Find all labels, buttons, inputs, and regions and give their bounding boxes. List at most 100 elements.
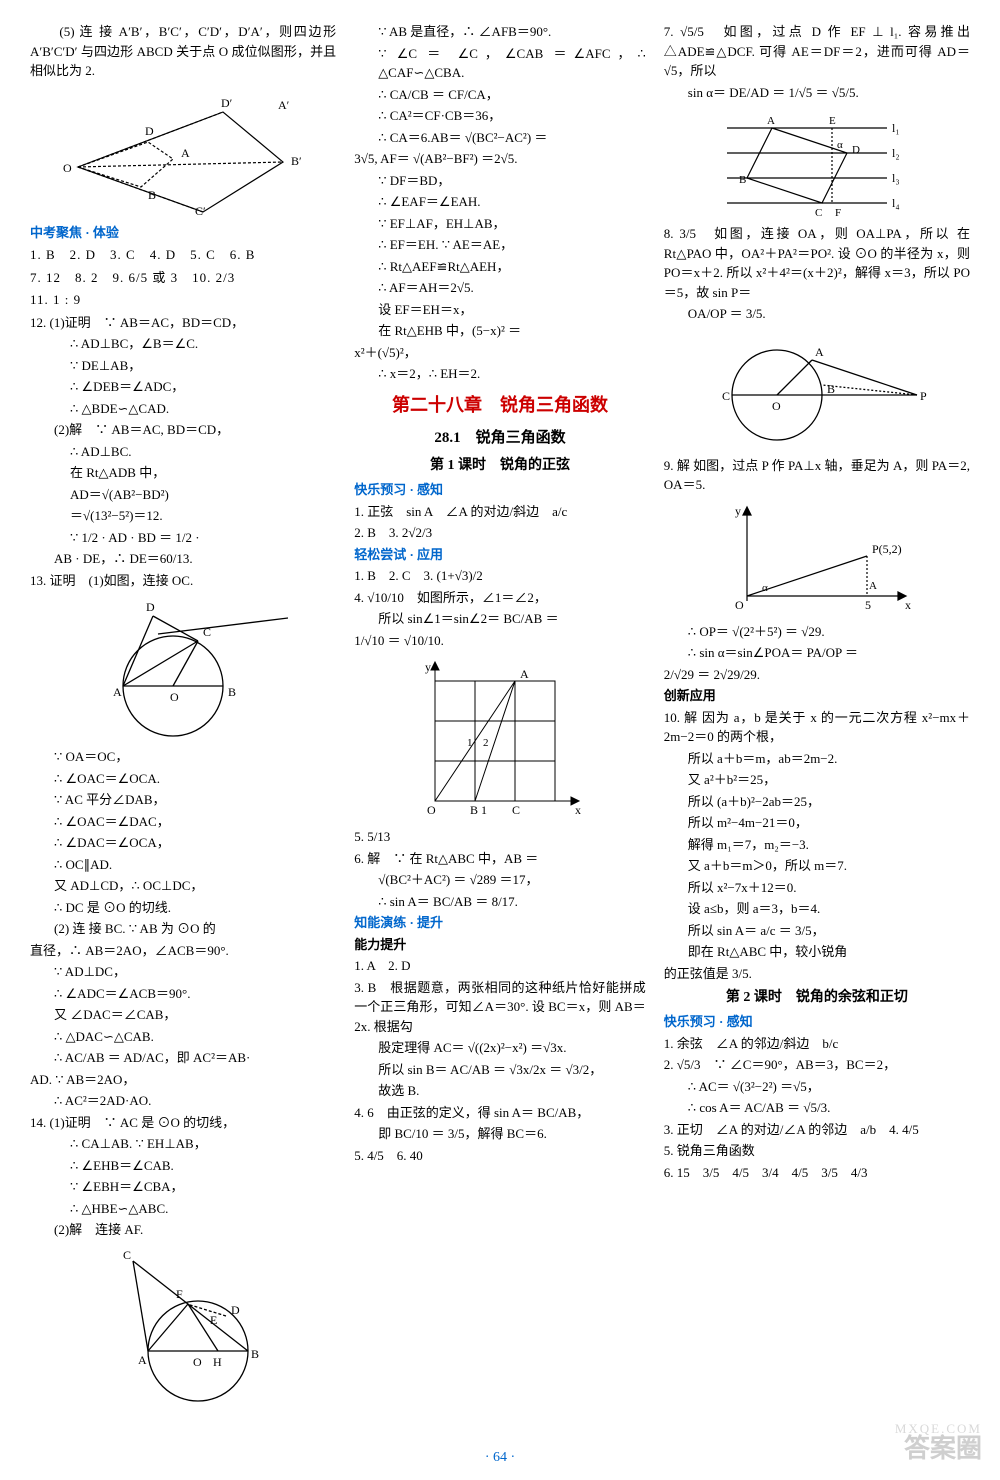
svg-text:O: O	[427, 803, 436, 817]
section-title: 知能演练 · 提升	[354, 913, 646, 933]
text: ∴ ∠OAC＝∠OCA.	[30, 769, 336, 789]
svg-text:B: B	[251, 1347, 259, 1361]
text: ∵ AD⊥DC，	[30, 962, 336, 982]
diagram-parallel-lines: l₁ l₂ l₃ l₄ A E D B C F α	[717, 108, 917, 218]
svg-text:D: D	[146, 600, 155, 614]
section-title: 轻松尝试 · 应用	[354, 545, 646, 565]
text: ∴ ∠EAF＝∠EAH.	[354, 192, 646, 212]
column-1: (5) 连 接 A′B′，B′C′，C′D′，D′A′，则四边形 A′B′C′D…	[30, 20, 336, 1430]
svg-text:5: 5	[865, 598, 871, 612]
text: √(BC²＋AC²) ＝ √289 ＝17，	[354, 870, 646, 890]
svg-text:O: O	[170, 690, 179, 704]
answers: 1. B 2. D 3. C 4. D 5. C 6. B	[30, 245, 336, 265]
text: 所以 a＋b＝m，ab＝2m−2.	[664, 749, 970, 769]
svg-text:E: E	[829, 115, 836, 127]
text: 4. 6 由正弦的定义，得 sin A＝ BC/AB，	[354, 1103, 646, 1123]
text: ∴ ∠ADC＝∠ACB＝90°.	[30, 984, 336, 1004]
svg-text:A′: A′	[278, 98, 290, 112]
subsection-title: 创新应用	[664, 686, 970, 706]
text: ∴ ∠DAC＝∠OCA，	[30, 833, 336, 853]
svg-text:α: α	[837, 139, 843, 151]
svg-text:l₄: l₄	[892, 196, 900, 210]
svg-text:D: D	[145, 124, 154, 138]
text: ∴ OC∥AD.	[30, 855, 336, 875]
svg-text:A: A	[767, 115, 775, 127]
text: ∴ CA⊥AB. ∵ EH⊥AB，	[30, 1134, 336, 1154]
text: ∴ △BDE∽△CAD.	[30, 399, 336, 419]
diagram-quadrilateral: O D A B C′ D′ B′ A′	[53, 87, 313, 217]
svg-text:C: C	[722, 389, 730, 403]
svg-text:P(5,2): P(5,2)	[872, 542, 902, 556]
column-2: ∵ AB 是直径，∴ ∠AFB＝90°. ∵ ∠C ＝ ∠C，∠CAB ＝∠AF…	[354, 20, 646, 1430]
diagram-coordinate: O x y P(5,2) 5 A α	[717, 501, 917, 616]
text: 1. B 2. C 3. (1+√3)/2	[354, 566, 646, 586]
text: ∴ ∠DEB＝∠ADC，	[30, 377, 336, 397]
column-3: 7. √5/5 如图，过点 D 作 EF ⊥ l₁. 容易推出 △ADE≌△DC…	[664, 20, 970, 1430]
text: 3. B 根据题意，两张相同的这种纸片恰好能拼成一个正三角形，可知∠A＝30°.…	[354, 978, 646, 1037]
text: 5. 4/5 6. 40	[354, 1146, 646, 1166]
text: 故选 B.	[354, 1081, 646, 1101]
text: 12. (1)证明 ∵ AB＝AC，BD＝CD，	[30, 313, 336, 333]
svg-text:O: O	[193, 1355, 202, 1369]
text: (2)解 ∵ AB＝AC, BD＝CD，	[30, 420, 336, 440]
diagram-circle-tangent: C O A B P	[702, 330, 932, 450]
svg-text:A: A	[869, 580, 877, 592]
diagram-circle-1: A B O C D	[78, 596, 288, 741]
text: (2)解 连接 AF.	[30, 1220, 336, 1240]
text: 在 Rt△EHB 中，(5−x)² ＝	[354, 321, 646, 341]
text: 1/√10 ＝ √10/10.	[354, 631, 646, 651]
text: 8. 3/5 如图，连接 OA，则 OA⊥PA，所以 在 Rt△PAO 中，OA…	[664, 224, 970, 302]
answers: 11. 1 : 9	[30, 290, 336, 310]
page-number: · 64 ·	[0, 1447, 1000, 1468]
text: 1. 正弦 sin A ∠A 的对边/斜边 a/c	[354, 502, 646, 522]
text: ∴ EF＝EH. ∵ AE＝AE，	[354, 235, 646, 255]
text: ∵ ∠C ＝ ∠C，∠CAB ＝∠AFC，∴ △CAF∽△CBA.	[354, 44, 646, 83]
text: AD. ∵ AB＝2AO，	[30, 1070, 336, 1090]
svg-text:D: D	[231, 1303, 240, 1317]
text: ∴ AD⊥BC，∠B＝∠C.	[30, 334, 336, 354]
text: ＝√(13²−5²)＝12.	[30, 506, 336, 526]
svg-text:1: 1	[467, 737, 473, 749]
svg-text:α: α	[762, 582, 768, 594]
svg-text:y: y	[425, 660, 431, 674]
text: 5. 锐角三角函数	[664, 1141, 970, 1161]
text: 10. 解 因为 a，b 是关于 x 的一元二次方程 x²−mx＋2m−2＝0 …	[664, 708, 970, 747]
text: 所以 sin B＝ AC/AB ＝ √3x/2x ＝ √3/2，	[354, 1060, 646, 1080]
text: 6. 解 ∵ 在 Rt△ABC 中，AB ＝	[354, 849, 646, 869]
svg-text:O: O	[63, 161, 72, 175]
text: 所以 (a＋b)²−2ab＝25，	[664, 792, 970, 812]
text: ∴ AC/AB ＝ AD/AC，即 AC²＝AB·	[30, 1048, 336, 1068]
svg-text:B: B	[228, 685, 236, 699]
text: 又 a＋b＝m＞0，所以 m＝7.	[664, 856, 970, 876]
text: ∴ CA²＝CF·CB＝36，	[354, 106, 646, 126]
text: 又 a²＋b²＝25，	[664, 770, 970, 790]
chapter-title: 第二十八章 锐角三角函数	[354, 392, 646, 419]
svg-text:2: 2	[483, 737, 489, 749]
text: 9. 解 如图，过点 P 作 PA⊥x 轴，垂足为 A，则 PA＝2, OA＝5…	[664, 456, 970, 495]
svg-text:F: F	[835, 207, 841, 218]
text: OA/OP ＝ 3/5.	[664, 304, 970, 324]
svg-text:A: A	[815, 345, 824, 359]
text: ∴ ∠EHB＝∠CAB.	[30, 1156, 336, 1176]
text: ∴ AC²＝2AD·AO.	[30, 1091, 336, 1111]
text: ∴ △HBE∽△ABC.	[30, 1199, 336, 1219]
text: ∴ ∠OAC＝∠DAC，	[30, 812, 336, 832]
text: 所以 sin A＝ a/c ＝ 3/5，	[664, 921, 970, 941]
text: ∴ x＝2，∴ EH＝2.	[354, 364, 646, 384]
section-number: 28.1 锐角三角函数	[354, 427, 646, 450]
text: 3√5, AF＝ √(AB²−BF²) ＝2√5.	[354, 149, 646, 169]
text: 5. 5/13	[354, 827, 646, 847]
text: (2) 连 接 BC. ∵ AB 为 ⊙O 的	[30, 919, 336, 939]
text: ∴ AC＝ √(3²−2²) ＝√5，	[664, 1077, 970, 1097]
svg-text:O: O	[735, 598, 744, 612]
svg-text:B 1: B 1	[470, 803, 487, 817]
text: ∵ EF⊥AF，EH⊥AB，	[354, 214, 646, 234]
text: ∴ AD⊥BC.	[30, 442, 336, 462]
text: ∴ △DAC∽△CAB.	[30, 1027, 336, 1047]
text: 1. A 2. D	[354, 956, 646, 976]
text: ∴ sin A＝ BC/AB ＝ 8/17.	[354, 892, 646, 912]
svg-text:C′: C′	[195, 204, 206, 217]
svg-text:B: B	[739, 174, 746, 186]
diagram-circle-2: A B O H C F E D	[78, 1246, 288, 1406]
svg-text:B: B	[148, 188, 156, 202]
